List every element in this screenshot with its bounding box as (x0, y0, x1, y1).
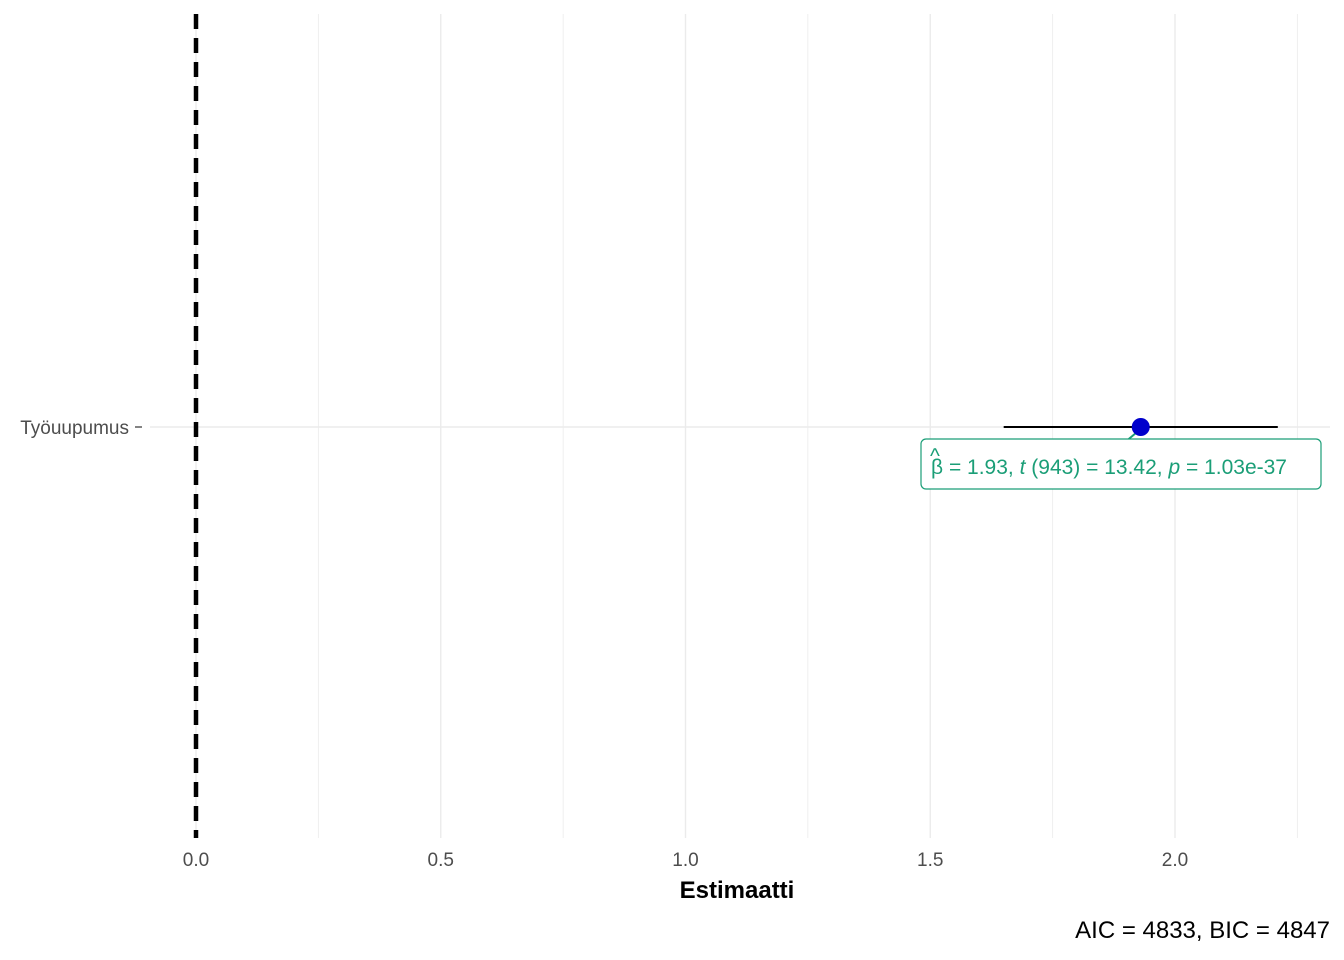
stat-part-3: = 1.03e-37 (1186, 456, 1287, 479)
x-tick-labels: 0.0 0.5 1.0 1.5 2.0 (183, 850, 1188, 871)
y-tick-label: Työuupumus (20, 418, 129, 439)
t-symbol: t (1020, 456, 1027, 479)
x-tick-label: 1.5 (917, 850, 943, 871)
x-tick-label: 2.0 (1162, 850, 1188, 871)
estimate-label-box (920, 438, 1322, 490)
estimate-point (1131, 418, 1150, 436)
beta-hat-symbol: β (931, 456, 943, 479)
x-tick-label: 1.0 (672, 850, 698, 871)
hat-symbol: ^ (930, 445, 940, 468)
x-axis-title: Estimaatti (680, 877, 795, 904)
model-fit-caption: AIC = 4833, BIC = 4847 (1075, 917, 1330, 944)
stat-part-1: = 1.93, (949, 456, 1020, 479)
estimate-label-text: β = 1.93, t (943) = 13.42, p = 1.03e-37 (931, 456, 1287, 479)
stat-part-2: (943) = 13.42, (1031, 456, 1168, 479)
p-symbol: p (1167, 456, 1180, 479)
estimate-label: β = 1.93, t (943) = 13.42, p = 1.03e-37 … (920, 438, 1322, 490)
x-tick-label: 0.5 (428, 850, 454, 871)
x-tick-label: 0.0 (183, 850, 209, 871)
y-axis: Työuupumus (20, 418, 142, 439)
grid-minor-x (317, 14, 1298, 838)
